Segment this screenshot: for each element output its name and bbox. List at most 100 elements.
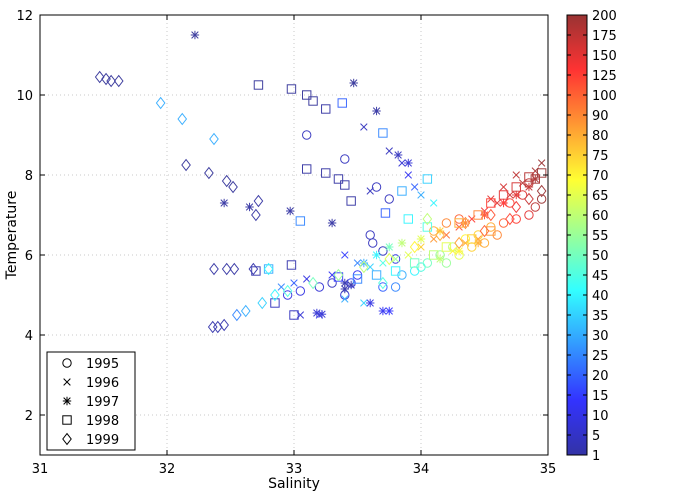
data-point-1998 — [467, 234, 477, 244]
colorbar-tick-label: 90 — [592, 109, 609, 124]
data-point-1998 — [333, 174, 344, 184]
scatter-points — [94, 30, 547, 334]
data-point-1998 — [340, 180, 350, 190]
colorbar-tick-label: 25 — [592, 349, 609, 364]
data-point-1998 — [390, 266, 401, 276]
data-point-1999 — [229, 262, 240, 276]
data-point-1995 — [498, 218, 509, 228]
data-point-1999 — [359, 260, 369, 274]
data-point-1995 — [368, 238, 378, 248]
data-point-1999 — [228, 180, 238, 194]
data-point-1999 — [248, 262, 259, 276]
colorbar-tick-label: 65 — [592, 189, 609, 204]
legend-label: 1997 — [86, 395, 119, 410]
legend-label: 1996 — [86, 376, 119, 391]
legend-label: 1999 — [86, 433, 119, 448]
y-tick-label: 2 — [25, 409, 33, 424]
y-tick-label: 10 — [16, 89, 33, 104]
data-point-1999 — [511, 200, 522, 214]
data-point-1999 — [263, 262, 274, 276]
data-point-1995 — [441, 218, 452, 228]
data-point-1995 — [340, 154, 350, 164]
x-axis: 31 32 33 34 35 — [32, 15, 557, 477]
colorbar-tick-label: 40 — [592, 289, 609, 304]
data-point-1996 — [277, 283, 286, 291]
y-axis-label: Temperature — [4, 191, 20, 281]
data-point-1999 — [422, 212, 433, 226]
colorbar-tick-label: 35 — [592, 309, 609, 324]
data-point-1999 — [460, 216, 471, 230]
data-point-1999 — [505, 212, 515, 226]
data-point-1996 — [442, 231, 451, 239]
data-point-1997 — [372, 250, 381, 260]
data-point-1996 — [404, 251, 413, 259]
data-point-1996 — [417, 191, 425, 199]
data-point-1999 — [270, 288, 280, 302]
legend: 1995 1996 1997 1998 1999 — [46, 351, 136, 451]
data-point-1999 — [204, 166, 214, 180]
colorbar-tick-label: 1 — [592, 449, 600, 464]
data-point-1999 — [536, 184, 547, 198]
y-tick-label: 8 — [25, 169, 33, 184]
colorbar-tick-label: 125 — [592, 69, 617, 84]
data-point-1999 — [209, 262, 219, 276]
x-axis-label: Salinity — [268, 476, 320, 492]
colorbar-tick-label: 200 — [592, 9, 617, 24]
data-point-1998 — [302, 164, 312, 174]
data-point-1995 — [295, 286, 306, 296]
data-point-1995 — [511, 214, 521, 224]
data-point-1996 — [404, 171, 413, 179]
data-point-1998 — [409, 258, 420, 268]
colorbar-tick-label: 30 — [592, 329, 609, 344]
data-point-1997 — [499, 198, 508, 208]
colorbar-tick-label: 60 — [592, 209, 609, 224]
data-point-1995 — [371, 182, 382, 192]
data-point-1999 — [177, 112, 188, 126]
data-point-1998 — [295, 216, 306, 226]
data-point-1995 — [378, 282, 388, 292]
data-point-1998 — [270, 298, 280, 308]
data-point-1998 — [486, 226, 496, 236]
data-point-1999 — [113, 74, 124, 88]
data-point-1996 — [410, 183, 419, 191]
data-point-1995 — [384, 194, 394, 204]
data-point-1998 — [302, 90, 312, 100]
data-point-1998 — [321, 168, 331, 178]
x-tick-label: 34 — [413, 462, 430, 477]
data-point-1998 — [422, 222, 433, 232]
data-point-1999 — [479, 224, 490, 238]
data-point-1998 — [289, 310, 299, 320]
data-point-1996 — [366, 263, 374, 271]
data-point-1995 — [441, 258, 452, 268]
data-point-1997 — [512, 190, 521, 200]
data-point-1997 — [366, 298, 375, 308]
data-point-1998 — [321, 104, 331, 114]
data-point-1999 — [378, 276, 388, 290]
colorbar-gradient — [567, 15, 587, 455]
data-point-1995 — [390, 254, 401, 264]
legend-marker-1998 — [62, 415, 72, 425]
legend-marker-1997 — [62, 396, 72, 406]
data-point-1998 — [397, 186, 407, 196]
data-point-1999 — [221, 262, 232, 276]
data-point-1996 — [385, 147, 393, 155]
data-point-1999 — [308, 276, 318, 290]
x-tick-label: 35 — [540, 462, 557, 477]
legend-marker-1995 — [62, 358, 72, 368]
y-tick-label: 4 — [25, 329, 33, 344]
data-point-1997 — [190, 30, 200, 40]
data-point-1998 — [352, 274, 363, 284]
data-point-1997 — [480, 210, 489, 220]
data-point-1997 — [327, 218, 337, 228]
data-point-1996 — [341, 295, 349, 303]
data-point-1999 — [101, 72, 111, 86]
data-point-1997 — [340, 284, 349, 294]
data-point-1999 — [486, 208, 496, 222]
colorbar-tick-label: 5 — [592, 429, 600, 444]
data-point-1998 — [422, 174, 433, 184]
data-point-1998 — [536, 168, 547, 178]
colorbar-tick-label: 75 — [592, 149, 609, 164]
legend-label: 1998 — [86, 414, 119, 429]
data-point-1999 — [409, 240, 420, 254]
data-point-1998 — [473, 210, 483, 220]
